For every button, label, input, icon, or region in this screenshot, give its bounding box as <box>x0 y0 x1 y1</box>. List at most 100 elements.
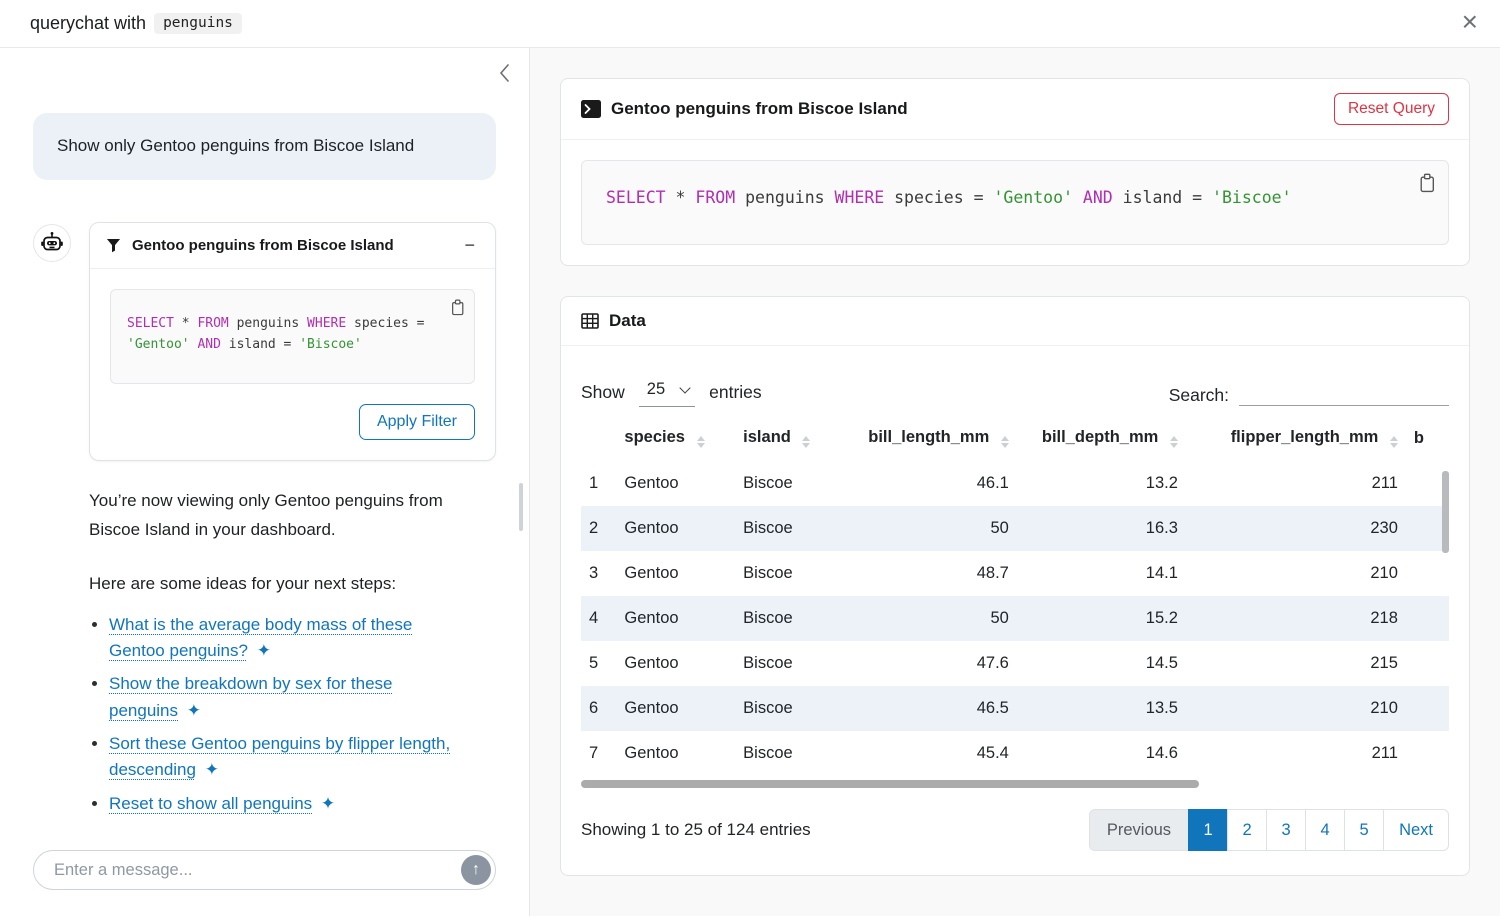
assistant-text: Here are some ideas for your next steps: <box>89 573 397 593</box>
table-row: 7 Gentoo Biscoe 45.4 14.6 211 <box>581 731 1449 776</box>
sparkle-icon: ✦ <box>204 760 219 780</box>
filter-card-body: SELECT * FROM penguins WHERE species = '… <box>90 269 495 461</box>
suggestion-link[interactable]: Show the breakdown by sex for these peng… <box>109 674 393 720</box>
query-title: Gentoo penguins from Biscoe Island <box>611 99 908 118</box>
table-row: 6 Gentoo Biscoe 46.5 13.5 210 <box>581 686 1449 731</box>
column-header-island[interactable]: island <box>735 417 830 461</box>
pagination: Previous 1 2 3 4 5 Next <box>1088 809 1449 851</box>
table-cell: 46.5 <box>976 699 1009 717</box>
sql-token: WHERE <box>834 188 885 207</box>
dataset-name-chip: penguins <box>154 13 242 34</box>
sql-token: 'Gentoo' <box>993 188 1073 207</box>
reset-query-button[interactable]: Reset Query <box>1333 93 1449 125</box>
sql-token: species = <box>346 315 425 331</box>
table-cell: Gentoo <box>624 564 679 582</box>
query-card-body: SELECT * FROM penguins WHERE species = '… <box>561 140 1469 265</box>
table-cell: 46.1 <box>976 474 1009 492</box>
table-cell: 211 <box>1371 474 1398 492</box>
column-label: species <box>624 428 685 446</box>
copy-icon[interactable] <box>1418 173 1436 196</box>
table-controls: Show 25 entries Search: <box>581 378 1449 407</box>
table-cell: 47.6 <box>976 654 1009 672</box>
table-row: 5 Gentoo Biscoe 47.6 14.5 215 <box>581 641 1449 686</box>
page-length-control: Show 25 entries <box>581 378 762 407</box>
sql-token: penguins <box>735 188 835 207</box>
sql-query-text: SELECT * FROM penguins WHERE species = '… <box>606 188 1292 207</box>
table-row: 1 Gentoo Biscoe 46.1 13.2 211 <box>581 461 1449 506</box>
list-item: Sort these Gentoo penguins by flipper le… <box>109 731 459 784</box>
horizontal-scrollbar[interactable] <box>581 780 1199 788</box>
table-row: 4 Gentoo Biscoe 50 15.2 218 <box>581 596 1449 641</box>
collapse-card-button[interactable]: − <box>460 235 479 256</box>
page-length-value: 25 <box>646 380 666 398</box>
sql-token: * <box>173 315 198 331</box>
column-header-flipper-length[interactable]: flipper_length_mm <box>1186 417 1406 461</box>
table-cell: Biscoe <box>743 519 793 537</box>
page-button-2[interactable]: 2 <box>1227 809 1268 851</box>
column-header-species[interactable]: species <box>616 417 735 461</box>
search-input[interactable] <box>1239 379 1449 406</box>
sidebar-collapse-button[interactable] <box>497 62 513 87</box>
list-item: Reset to show all penguins ✦ <box>109 791 459 817</box>
assistant-message-row: Gentoo penguins from Biscoe Island − <box>33 221 496 462</box>
chevron-left-icon <box>499 64 509 82</box>
sql-token: species = <box>884 188 994 207</box>
sql-token: island = <box>1112 188 1213 207</box>
suggestion-link[interactable]: Reset to show all penguins <box>109 793 313 813</box>
suggestion-link[interactable]: What is the average body mass of these G… <box>109 614 413 660</box>
sort-icon <box>1000 436 1009 448</box>
previous-page-button[interactable]: Previous <box>1088 809 1190 851</box>
column-header-bill-length[interactable]: bill_length_mm <box>831 417 1017 461</box>
close-button[interactable]: × <box>1456 4 1484 40</box>
copy-icon[interactable] <box>450 299 465 319</box>
vertical-scrollbar[interactable] <box>1442 471 1449 553</box>
dashboard-panel: Gentoo penguins from Biscoe Island Reset… <box>530 48 1500 916</box>
table-cell: 215 <box>1370 654 1398 672</box>
sql-token: FROM <box>695 188 736 207</box>
sparkle-icon: ✦ <box>186 700 201 720</box>
sql-token <box>1073 188 1083 207</box>
list-item: Show the breakdown by sex for these peng… <box>109 671 459 724</box>
filter-card-header: Gentoo penguins from Biscoe Island − <box>90 223 495 269</box>
table-cell: 45.4 <box>976 744 1009 762</box>
sparkle-icon: ✦ <box>320 793 336 813</box>
table-cell: Gentoo <box>624 744 679 762</box>
sql-token: AND <box>1082 188 1113 207</box>
page-length-select[interactable]: 25 <box>638 378 696 407</box>
filter-suggestion-card: Gentoo penguins from Biscoe Island − <box>89 221 496 462</box>
table-cell: 13.2 <box>1145 474 1178 492</box>
table-cell: Gentoo <box>624 609 679 627</box>
column-header-bill-depth[interactable]: bill_depth_mm <box>1017 417 1186 461</box>
chat-scrollbar[interactable] <box>519 483 523 531</box>
page-button-4[interactable]: 4 <box>1305 809 1346 851</box>
suggestion-link[interactable]: Sort these Gentoo penguins by flipper le… <box>109 734 451 780</box>
page-button-1[interactable]: 1 <box>1188 809 1229 851</box>
column-label: flipper_length_mm <box>1230 428 1379 446</box>
entries-info: Showing 1 to 25 of 124 entries <box>581 820 811 839</box>
table-row: 3 Gentoo Biscoe 48.7 14.1 210 <box>581 551 1449 596</box>
filter-card-title: Gentoo penguins from Biscoe Island <box>132 236 394 254</box>
page-button-3[interactable]: 3 <box>1266 809 1307 851</box>
suggestion-list: What is the average body mass of these G… <box>109 612 496 817</box>
table-cell: 14.1 <box>1145 564 1178 582</box>
table-cell: 211 <box>1371 744 1398 762</box>
table-cell: Gentoo <box>624 519 679 537</box>
assistant-avatar <box>33 223 71 262</box>
data-card: Data Show 25 entries Search: <box>560 296 1470 876</box>
terminal-icon <box>581 100 601 118</box>
page-button-5[interactable]: 5 <box>1344 809 1385 851</box>
table-cell: 210 <box>1370 699 1398 717</box>
next-page-button[interactable]: Next <box>1383 809 1449 851</box>
message-input[interactable] <box>33 850 496 890</box>
column-header-clipped[interactable]: b <box>1406 417 1449 461</box>
sql-token: 'Biscoe' <box>1212 188 1292 207</box>
apply-filter-button[interactable]: Apply Filter <box>358 404 475 441</box>
table-footer: Showing 1 to 25 of 124 entries Previous … <box>581 809 1449 851</box>
data-table-viewport: species island bill_length_mm <box>581 417 1449 789</box>
send-button[interactable]: ↑ <box>461 855 491 885</box>
table-cell: 14.6 <box>1145 744 1178 762</box>
sql-token: island = <box>220 336 300 352</box>
row-index: 6 <box>589 699 599 717</box>
app-title: querychat with <box>30 13 147 33</box>
row-index: 3 <box>589 564 599 582</box>
